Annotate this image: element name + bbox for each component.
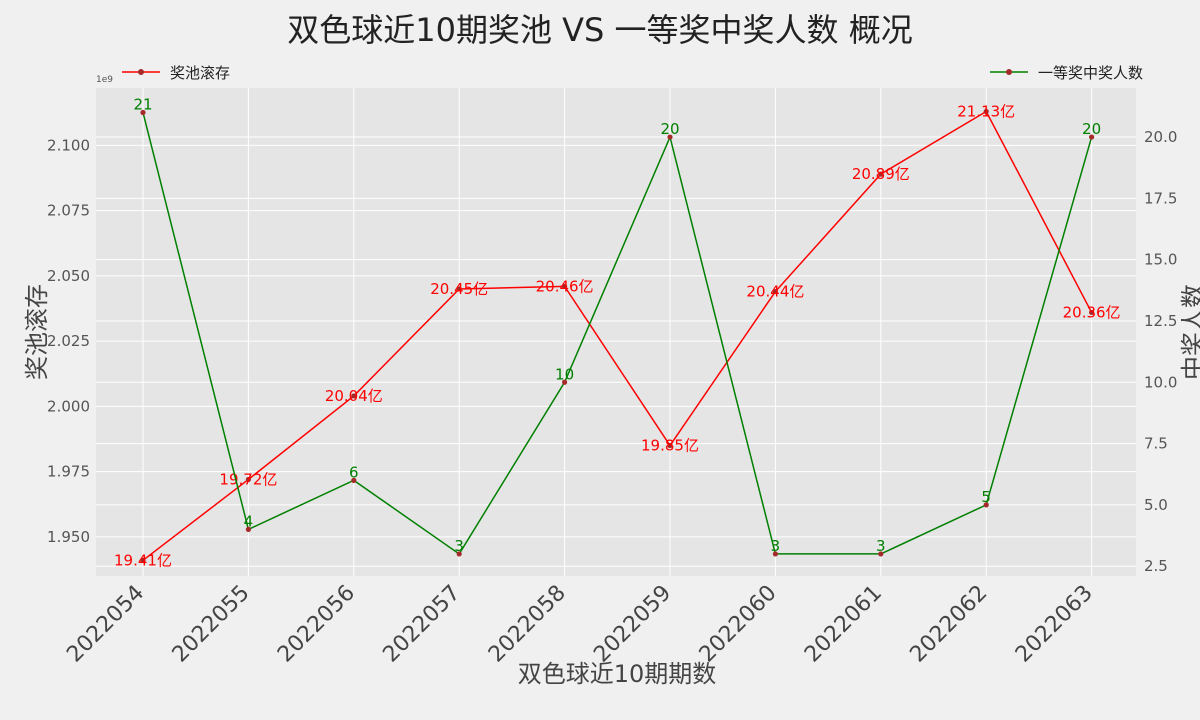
y-left-tick-label: 2.050 <box>47 267 90 285</box>
series-2-data-label: 20 <box>660 120 679 138</box>
series-1-data-label: 20.44亿 <box>746 283 804 301</box>
series-1-point <box>140 557 146 563</box>
series-1-data-label: 20.89亿 <box>852 165 910 183</box>
series-2-point <box>140 109 146 116</box>
series-2-point <box>245 526 251 533</box>
series-2-data-label: 5 <box>981 488 991 506</box>
series-line-1 <box>142 110 1093 561</box>
x-tick-label: 2022060 <box>695 581 782 668</box>
chart-title: 双色球近10期奖池 VS 一等奖中奖人数 概况 <box>287 11 912 49</box>
y-right-ticks: 2.5 5.0 7.5 10.0 12.5 15.0 17.5 20.0 <box>1144 128 1177 575</box>
series-2-point <box>983 502 989 508</box>
series-line-2 <box>142 112 1093 555</box>
y-right-tick-label: 17.5 <box>1144 189 1177 207</box>
y-left-multiplier: 1e9 <box>96 75 113 85</box>
y-left-tick-label: 2.000 <box>47 397 90 415</box>
series-2-point <box>351 477 357 483</box>
x-tick-label: 2022054 <box>62 581 149 668</box>
series-1-point <box>667 442 673 449</box>
series-1-data-label: 19.85亿 <box>641 437 699 455</box>
series-2-point <box>1089 134 1095 140</box>
series-1-point <box>772 288 779 295</box>
series-2-data-label: 6 <box>349 463 359 481</box>
series-1-data-label: 19.72亿 <box>219 470 277 488</box>
series-1-data-label: 20.45亿 <box>430 280 488 298</box>
x-tick-label: 2022063 <box>1011 581 1098 668</box>
x-tick-label: 2022059 <box>589 581 676 668</box>
series-1-data-label: 19.41亿 <box>114 551 172 569</box>
legend-left-label: 奖池滚存 <box>170 64 230 82</box>
x-tick-label: 2022056 <box>273 581 360 668</box>
y-right-tick-label: 5.0 <box>1144 496 1168 514</box>
y-right-tick-label: 2.5 <box>1144 557 1168 575</box>
series-1-data-label: 21.13亿 <box>957 102 1015 120</box>
series-2-data-label: 10 <box>555 365 574 383</box>
series-2-data-label: 20 <box>1082 120 1101 138</box>
y-left-tick-label: 2.075 <box>47 202 90 220</box>
series-2-data-label: 3 <box>876 537 886 555</box>
series-2-point <box>772 551 779 557</box>
y-left-tick-label: 2.100 <box>47 136 90 154</box>
legend-right: 一等奖中奖人数 <box>990 64 1143 82</box>
x-ticks: 2022054 2022055 2022056 2022057 2022058 20220… <box>62 581 1098 668</box>
series-layer: 19.41亿 19.72亿 20.04亿 20.45亿 20.46亿 19.85亿 20.4… <box>114 96 1121 570</box>
series-2-point <box>667 134 673 140</box>
x-tick-label: 2022057 <box>378 581 465 668</box>
series-1-point <box>562 283 568 289</box>
y-right-tick-label: 10.0 <box>1144 373 1177 391</box>
series-1-point <box>351 393 357 399</box>
y-left-tick-label: 1.950 <box>47 528 90 546</box>
series-2-data-label: 4 <box>244 512 254 530</box>
grid <box>96 88 1136 576</box>
plot-area <box>96 88 1136 576</box>
x-tick-label: 2022058 <box>484 581 571 668</box>
series-1-data-label: 20.46亿 <box>536 277 594 295</box>
series-1-data-label: 20.36亿 <box>1063 303 1121 321</box>
series-2-point <box>562 379 568 385</box>
y-right-tick-label: 20.0 <box>1144 128 1177 146</box>
y-left-tick-label: 2.025 <box>47 332 90 350</box>
legend-left-marker <box>138 69 144 75</box>
series-1-point <box>878 171 884 177</box>
series-2-data-label: 21 <box>133 96 152 114</box>
series-2-data-label: 3 <box>454 537 464 555</box>
y-right-tick-label: 7.5 <box>1144 435 1168 453</box>
series-2-point <box>456 551 462 557</box>
y-right-axis-title: 中奖人数 <box>1179 284 1200 380</box>
x-axis-title: 双色球近10期期数 <box>518 660 717 688</box>
legend-left: 奖池滚存 <box>122 64 230 82</box>
x-tick-label: 2022061 <box>800 581 887 668</box>
x-tick-label: 2022055 <box>168 581 255 668</box>
y-right-tick-label: 12.5 <box>1144 312 1177 330</box>
series-1-point <box>245 476 251 483</box>
series-2-point <box>878 551 884 557</box>
y-left-axis-title: 奖池滚存 <box>23 284 51 380</box>
series-1-point <box>456 286 462 292</box>
x-tick-label: 2022062 <box>905 581 992 668</box>
legend-right-marker <box>1006 69 1012 75</box>
series-1-point <box>983 108 989 115</box>
series-2-data-label: 3 <box>771 537 781 555</box>
series-1-data-label: 20.04亿 <box>325 387 383 405</box>
legend-right-label: 一等奖中奖人数 <box>1038 64 1143 82</box>
series-1-point <box>1089 309 1095 316</box>
y-right-tick-label: 15.0 <box>1144 251 1177 269</box>
y-left-tick-label: 1.975 <box>47 463 90 481</box>
y-left-ticks: 1.950 1.975 2.000 2.025 2.050 2.075 2.100 <box>47 136 90 545</box>
